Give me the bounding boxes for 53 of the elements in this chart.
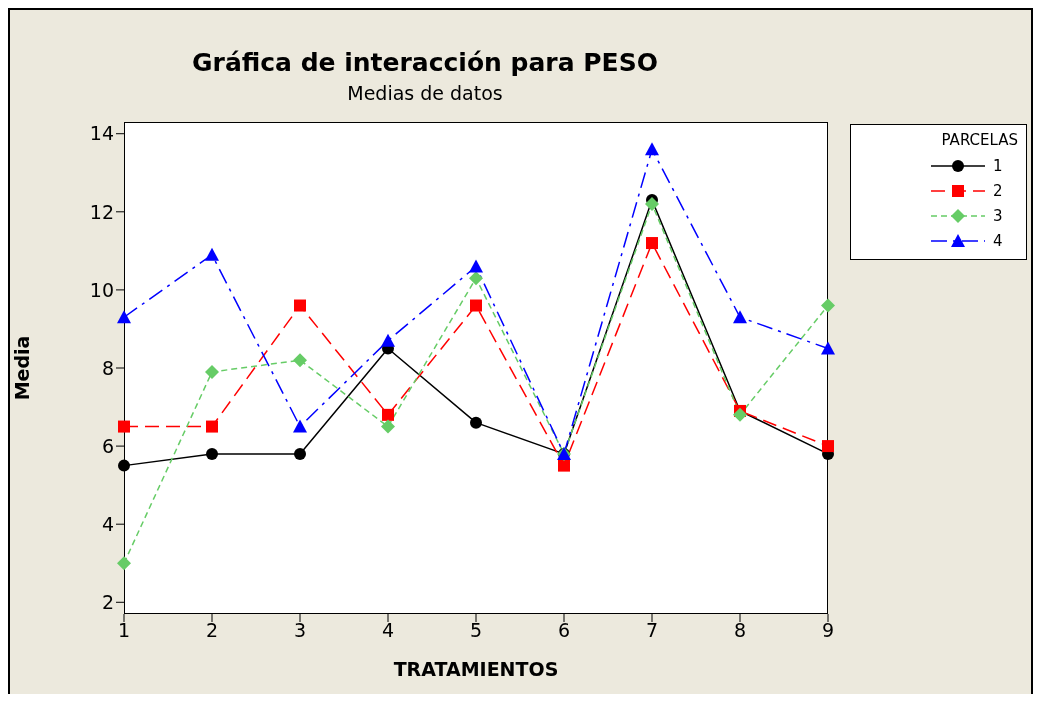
- x-tick-label: 9: [821, 619, 835, 642]
- chart-title: Gráfica de interacción para PESO: [191, 48, 659, 77]
- y-tick-label: 2: [101, 591, 114, 614]
- point: [470, 299, 482, 312]
- point: [382, 408, 394, 421]
- x-tick-label: 7: [645, 619, 659, 642]
- legend-title: PARCELAS: [940, 131, 1018, 149]
- point: [733, 407, 747, 422]
- point: [646, 237, 658, 250]
- chart-subtitle: Medias de datos: [346, 82, 504, 104]
- point: [117, 556, 131, 571]
- x-tick-label: 8: [733, 619, 747, 642]
- x-tick-label: 5: [469, 619, 483, 642]
- point: [293, 353, 307, 368]
- point: [206, 447, 218, 460]
- x-tick-label: 1: [117, 619, 131, 642]
- point: [381, 419, 395, 434]
- point: [469, 271, 483, 286]
- legend-label: 4: [993, 231, 1003, 250]
- point: [293, 419, 307, 433]
- point: [294, 447, 306, 460]
- legend-label: 2: [993, 181, 1003, 200]
- y-tick-label: 10: [89, 278, 114, 301]
- point: [381, 333, 395, 347]
- point: [645, 197, 659, 211]
- point: [821, 341, 835, 355]
- y-tick-label: 14: [89, 122, 114, 145]
- y-tick-label: 12: [89, 200, 114, 223]
- point: [733, 310, 747, 324]
- x-tick-label: 4: [381, 619, 395, 642]
- point: [205, 364, 219, 379]
- point: [118, 420, 130, 433]
- point: [822, 440, 834, 453]
- point: [821, 298, 835, 313]
- x-axis-title: TRATAMIENTOS: [393, 658, 559, 680]
- x-tick-label: 2: [205, 619, 219, 642]
- point: [645, 142, 659, 156]
- legend-label: 3: [993, 206, 1003, 225]
- point: [470, 416, 482, 429]
- point: [117, 310, 131, 324]
- point: [206, 420, 218, 433]
- y-tick-label: 4: [101, 512, 114, 535]
- y-tick-label: 6: [101, 434, 114, 457]
- y-axis-title: Media: [10, 335, 33, 401]
- point: [469, 259, 483, 273]
- x-tick-label: 6: [557, 619, 571, 642]
- point: [294, 299, 306, 312]
- legend-label: 1: [993, 156, 1003, 175]
- point: [558, 459, 570, 472]
- point: [118, 459, 130, 472]
- x-tick-label: 3: [293, 619, 307, 642]
- y-tick-label: 8: [101, 356, 114, 379]
- point: [205, 247, 219, 261]
